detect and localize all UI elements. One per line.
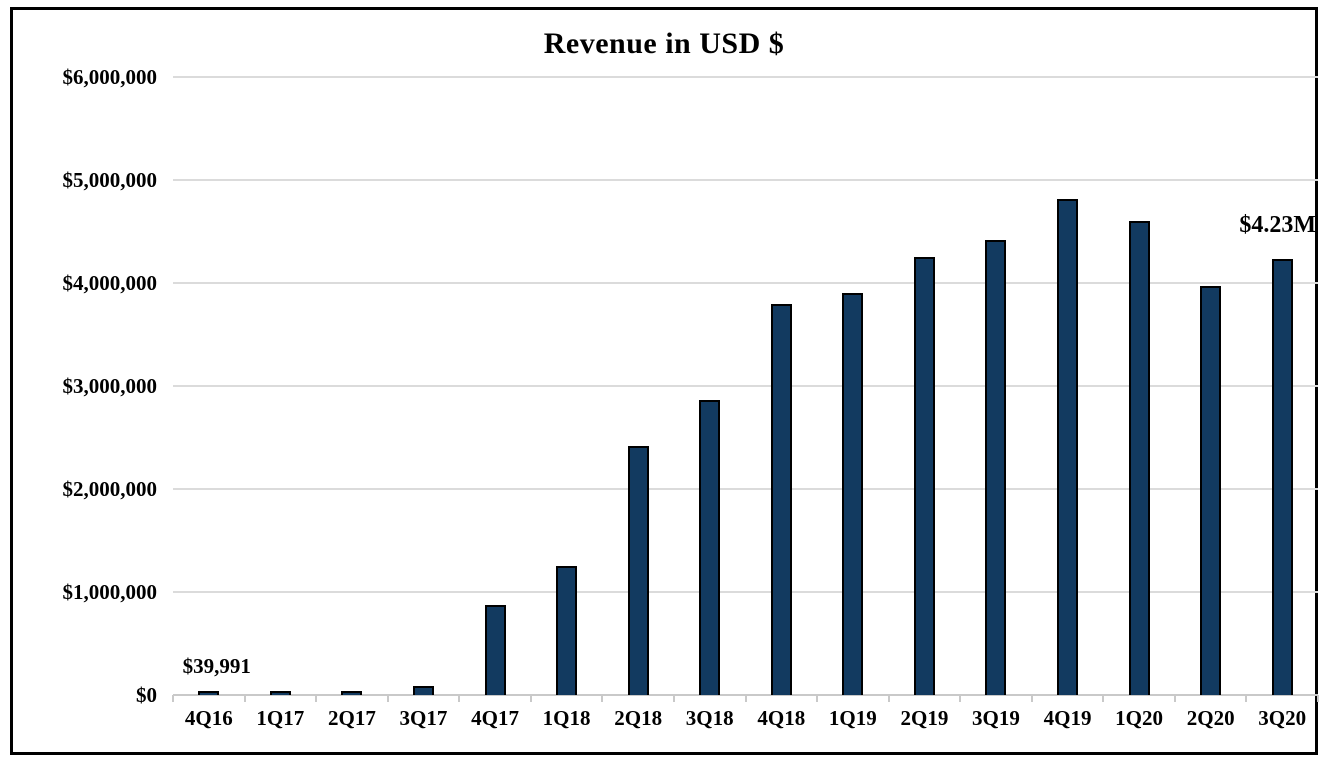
bar	[770, 304, 792, 695]
plot-area: $39,991 $4.23M	[172, 76, 1319, 702]
bar	[484, 605, 506, 695]
x-axis-tick	[959, 695, 962, 702]
x-tick-label: 1Q17	[256, 706, 305, 730]
data-label: $4.23M	[1239, 212, 1316, 238]
x-tick-label: 4Q17	[471, 706, 519, 730]
x-tick-label: 3Q20	[1258, 706, 1307, 730]
gridline	[173, 76, 1318, 78]
x-tick-label: 4Q18	[757, 706, 806, 730]
gridline	[173, 282, 1318, 284]
x-tick-label: 4Q16	[184, 706, 233, 730]
bar	[985, 240, 1007, 695]
x-tick-label: 3Q17	[399, 706, 448, 730]
gridline	[173, 179, 1318, 181]
gridline	[173, 591, 1318, 593]
x-axis-tick	[744, 695, 747, 702]
y-tick-label: $5,000,000	[62, 168, 158, 192]
bar	[1200, 286, 1222, 695]
bar	[341, 691, 363, 695]
x-axis-tick	[1030, 695, 1033, 702]
data-label: $39,991	[182, 654, 251, 678]
bar	[913, 257, 935, 695]
x-axis-tick	[816, 695, 819, 702]
bar	[627, 446, 649, 695]
y-tick-label: $2,000,000	[62, 477, 158, 501]
bar	[842, 293, 864, 695]
x-tick-label: 1Q20	[1115, 706, 1164, 730]
x-tick-label: 3Q19	[972, 706, 1020, 730]
x-axis-tick	[529, 695, 532, 702]
y-tick-label: $1,000,000	[62, 580, 158, 604]
x-axis-tick	[672, 695, 675, 702]
gridline	[173, 385, 1318, 387]
bar	[1128, 221, 1150, 695]
bar	[198, 691, 220, 695]
x-axis-tick	[1317, 695, 1319, 702]
bar	[1057, 199, 1079, 695]
x-axis-tick	[887, 695, 890, 702]
y-tick-label: $0	[136, 683, 157, 707]
x-axis-tick	[386, 695, 389, 702]
x-tick-label: 1Q19	[828, 706, 877, 730]
x-axis-tick	[601, 695, 604, 702]
x-axis-tick	[172, 695, 174, 702]
x-tick-label: 2Q18	[614, 706, 663, 730]
y-tick-label: $3,000,000	[62, 374, 158, 398]
bar	[1271, 259, 1293, 695]
gridline	[173, 488, 1318, 490]
x-tick-label: 3Q18	[685, 706, 734, 730]
bar	[412, 686, 434, 695]
x-axis-tick	[1245, 695, 1248, 702]
x-axis-tick	[1173, 695, 1176, 702]
x-tick-label: 1Q18	[542, 706, 591, 730]
y-tick-label: $6,000,000	[62, 65, 158, 89]
x-axis-tick	[243, 695, 246, 702]
bar	[556, 566, 578, 695]
x-tick-label: 2Q20	[1186, 706, 1235, 730]
x-tick-label: 2Q19	[900, 706, 949, 730]
x-tick-label: 4Q19	[1043, 706, 1092, 730]
x-axis-tick	[315, 695, 318, 702]
x-axis-tick	[458, 695, 461, 702]
bar	[699, 400, 721, 695]
x-tick-label: 2Q17	[327, 706, 376, 730]
x-axis-tick	[1102, 695, 1105, 702]
chart-title: Revenue in USD $	[543, 27, 785, 60]
chart-frame: Revenue in USD $ $0 $1,000,000 $2,000,000 $…	[10, 7, 1319, 755]
bar	[269, 691, 291, 695]
y-tick-label: $4,000,000	[62, 271, 158, 295]
